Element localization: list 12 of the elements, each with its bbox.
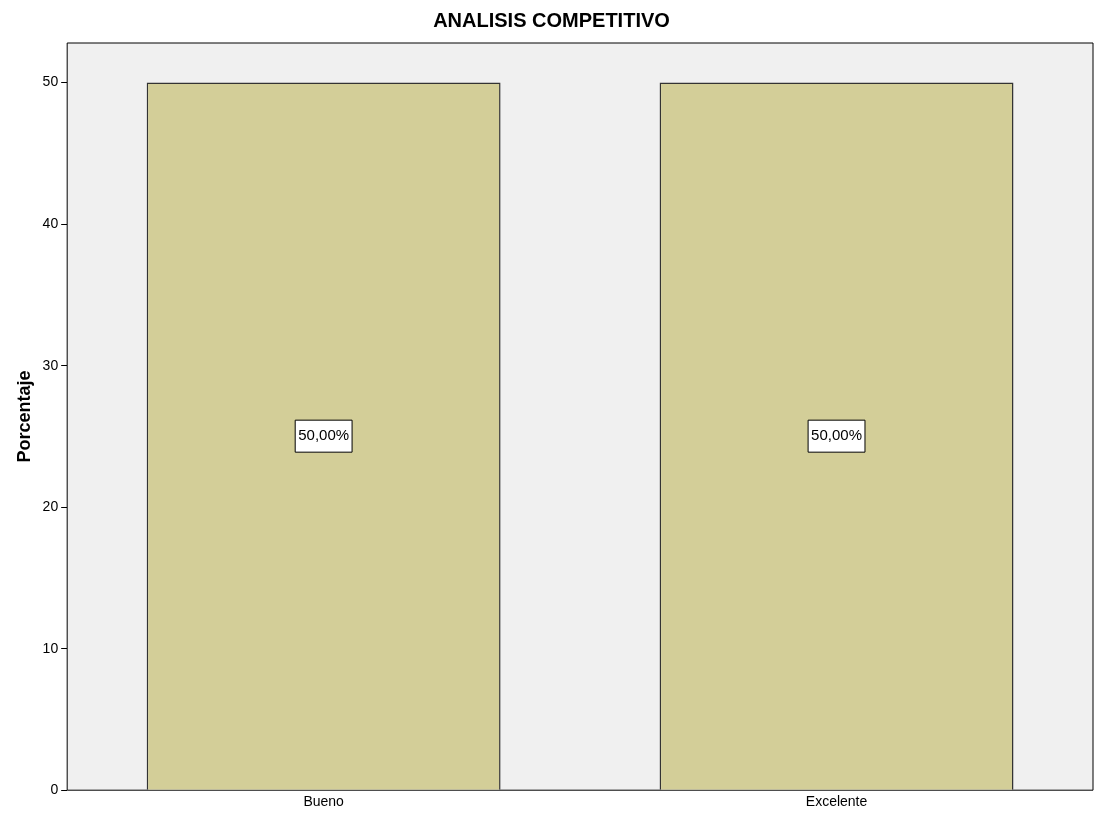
y-tick-label: 50 [42, 73, 59, 90]
data-label: 50,00% [298, 426, 350, 444]
y-tick-label: 20 [42, 498, 59, 515]
y-tick-label: 10 [42, 639, 59, 656]
y-tick-label: 40 [42, 215, 59, 231]
x-tick-label: Excelente [805, 793, 868, 810]
y-tick-label: 0 [50, 781, 59, 798]
y-tick-label: 30 [42, 356, 59, 373]
chart-title: ANALISIS COMPETITIVO [433, 8, 670, 31]
y-axis-title: Porcentaje [13, 370, 34, 463]
data-label: 50,00% [811, 426, 862, 444]
x-tick-label: Bueno [303, 793, 345, 810]
